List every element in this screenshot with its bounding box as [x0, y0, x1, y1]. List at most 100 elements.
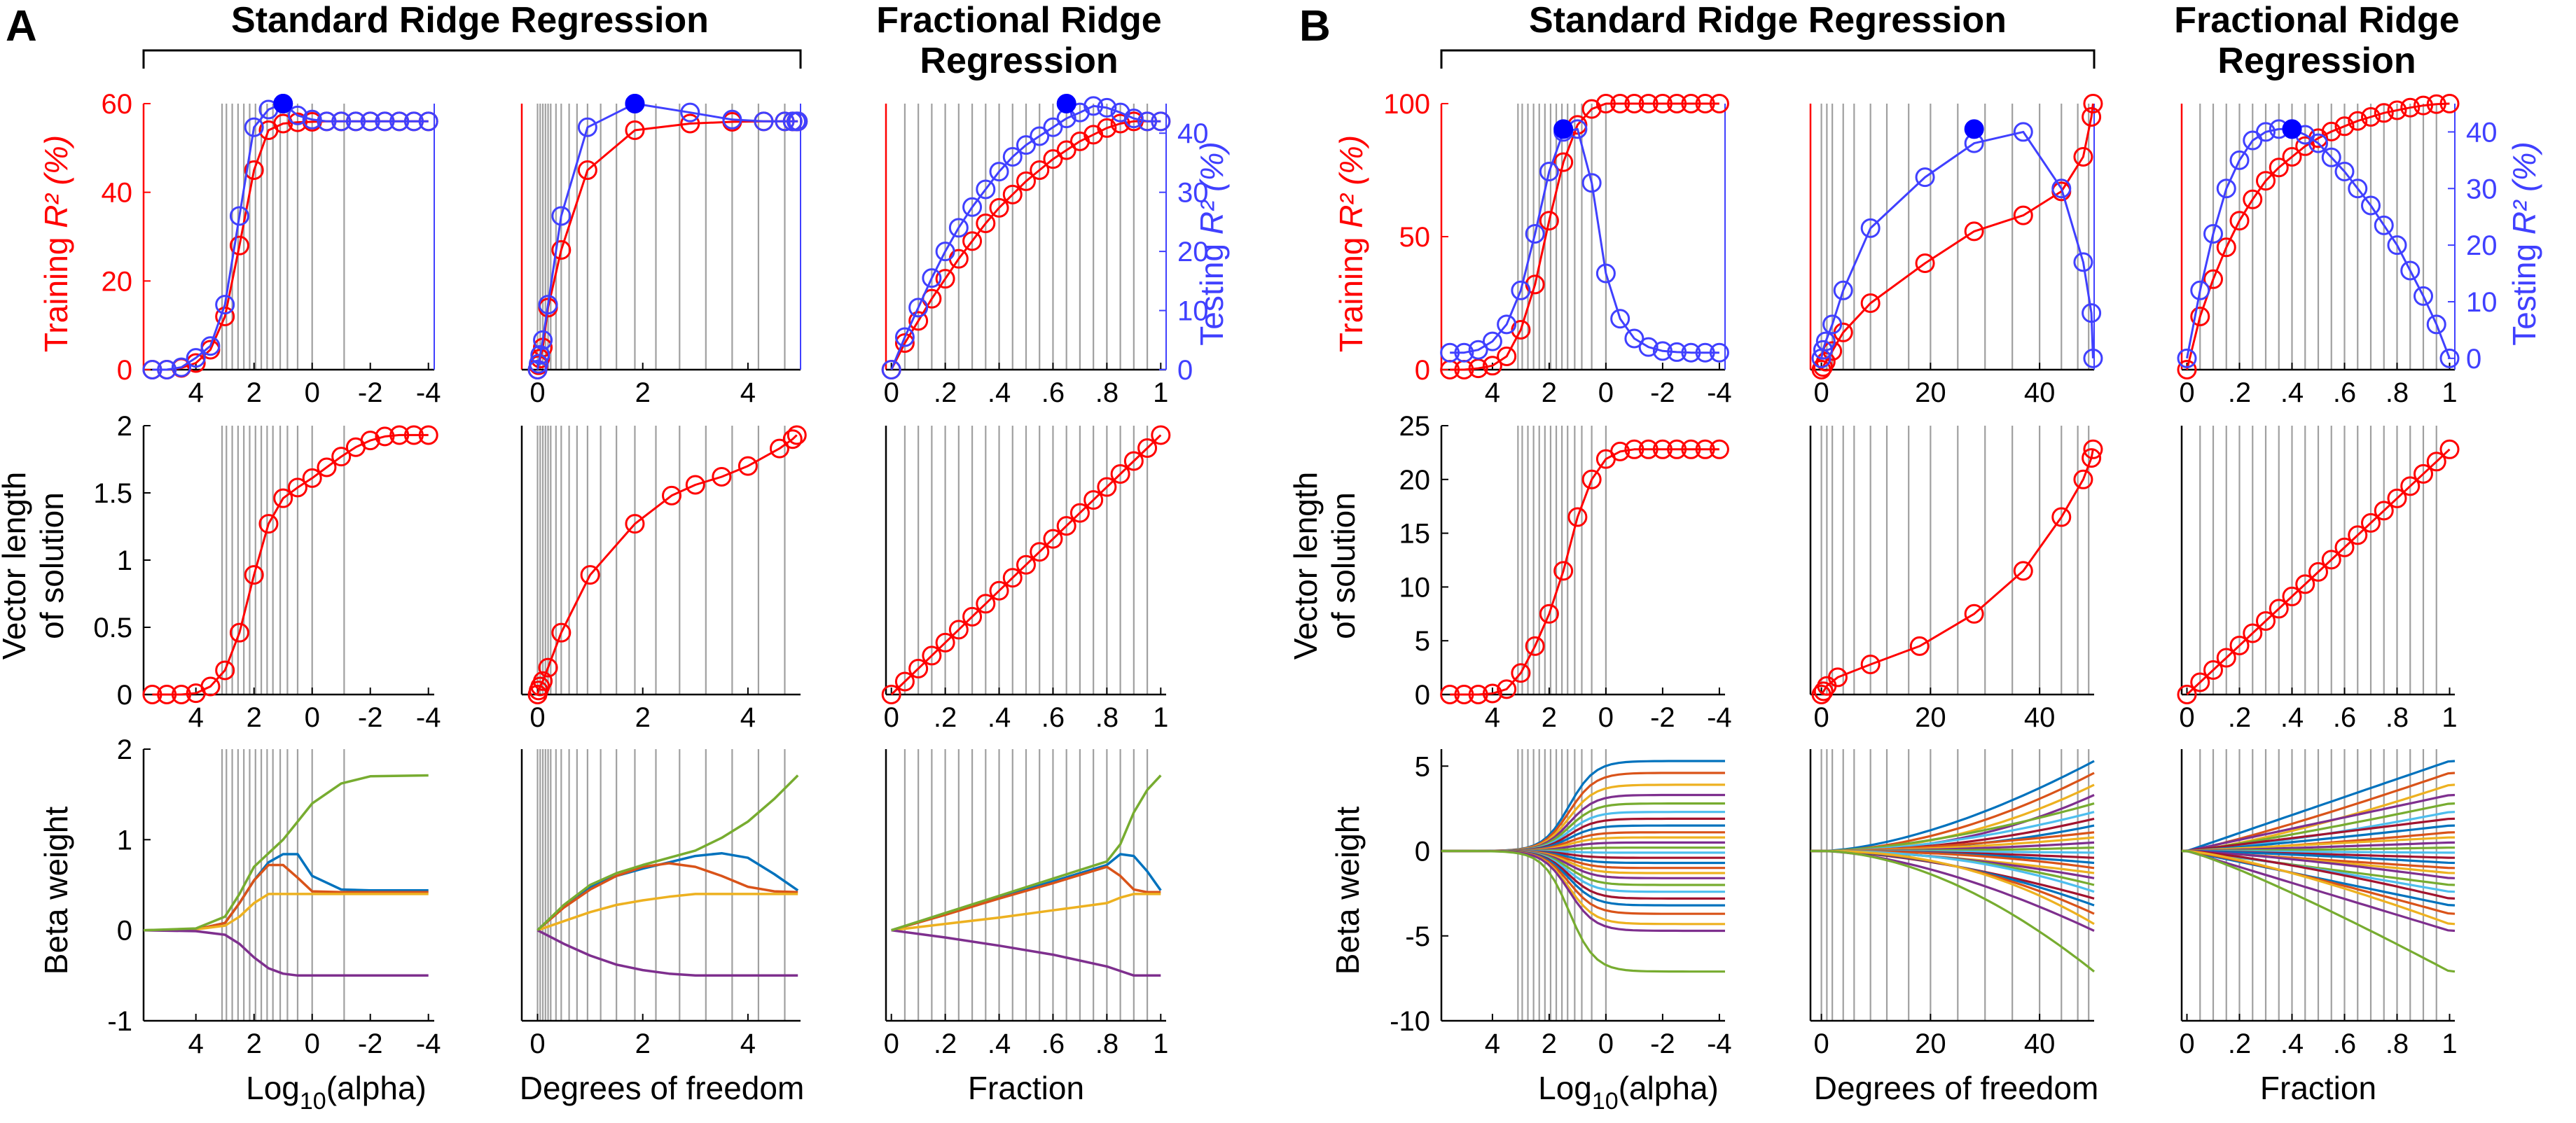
marker-a-length-0-length-8 — [258, 514, 279, 534]
y-tick-label-a-length-0-0: 0 — [117, 680, 132, 711]
marker-a-performance-2-testing-3 — [922, 268, 942, 288]
x-tick-label-b-beta-2-2: .4 — [2280, 1028, 2304, 1059]
beta-weight-line-b-beta-0-6 — [1441, 817, 1725, 853]
ylabel-beta-b: Beta weight — [1329, 807, 1366, 975]
best-point-a-performance-0 — [273, 94, 293, 113]
marker-a-performance-1-testing-10 — [754, 111, 774, 132]
y-tick-label-b-performance-0-2: 100 — [1383, 89, 1430, 120]
x-tick-label-a-performance-1-0: 0 — [529, 377, 545, 408]
beta-weight-line-b-beta-1-0 — [1810, 760, 2095, 853]
marker-a-performance-1-testing-5 — [551, 206, 572, 226]
xlabel-alpha-b-main: Log — [1538, 1070, 1592, 1106]
x-tick-label-a-beta-2-4: .8 — [1095, 1028, 1119, 1059]
x-tick-label-a-performance-2-3: .6 — [1041, 377, 1065, 408]
x-tick-label-b-performance-2-3: .6 — [2333, 377, 2356, 408]
marker-a-performance-1-testing-3 — [533, 330, 553, 350]
marker-b-length-2-length-4 — [2229, 635, 2250, 655]
marker-a-performance-2-training-4 — [935, 269, 955, 289]
marker-a-length-1-length-12 — [769, 438, 789, 459]
marker-a-performance-0-training-7 — [244, 160, 264, 180]
y-tick-label-b-beta-0-3: 5 — [1415, 751, 1430, 782]
x-tick-label-a-beta-0-0: 4 — [188, 1028, 204, 1059]
marker-a-length-1-length-11 — [738, 456, 758, 476]
x-tick-label-a-length-0-3: -2 — [358, 702, 383, 733]
marker-a-length-2-length-18 — [1123, 451, 1144, 471]
marker-b-performance-1-testing-6 — [1915, 167, 1935, 188]
marker-a-performance-2-training-8 — [989, 197, 1009, 218]
series-line-a-beta-2-b3 — [891, 893, 1161, 932]
x-tick-label-b-performance-2-4: .8 — [2385, 377, 2409, 408]
xlabel-df-a: Degrees of freedom — [520, 1070, 805, 1106]
ylabel-training-b-r2: R² (%) — [1333, 135, 1369, 228]
x-tick-label-b-length-0-1: 2 — [1542, 702, 1557, 733]
x-tick-label-b-length-0-0: 4 — [1485, 702, 1500, 733]
x-tick-label-b-beta-2-3: .6 — [2333, 1028, 2356, 1059]
x-tick-label-b-performance-1-0: 0 — [1813, 377, 1829, 408]
marker-a-performance-2-training-12 — [1043, 149, 1063, 169]
series-line-a-performance-0-training — [152, 120, 429, 371]
ylabel-testing-b: Testing R² (%) — [2506, 141, 2542, 345]
chart-b-performance-0: 4 2 0 -2 -4 0 50 100 — [1383, 89, 1731, 408]
x-tick-label-a-length-2-4: .8 — [1095, 702, 1119, 733]
marker-b-length-0-length-0 — [1440, 685, 1460, 704]
marker-b-performance-2-training-17 — [2400, 97, 2421, 118]
marker-b-performance-2-training-14 — [2361, 107, 2381, 127]
marker-a-performance-2-training-11 — [1030, 160, 1050, 180]
xlabel-alpha-b-tail: (alpha) — [1619, 1070, 1719, 1106]
x-tick-label-b-beta-0-0: 4 — [1485, 1028, 1500, 1059]
x-tick-label-a-length-2-0: 0 — [884, 702, 899, 733]
x-tick-label-a-beta-2-3: .6 — [1041, 1028, 1065, 1059]
marker-b-performance-2-testing-2 — [2203, 223, 2223, 244]
marker-b-length-2-length-19 — [2426, 452, 2446, 472]
marker-a-length-2-length-20 — [1151, 425, 1171, 445]
marker-b-length-2-length-3 — [2216, 648, 2236, 668]
chart-b-performance-1: 0 20 40 — [1809, 94, 2103, 408]
xlabel-alpha-a: Log10(alpha) — [246, 1070, 427, 1115]
xlabel-alpha-a-sub: 10 — [300, 1088, 326, 1115]
marker-b-performance-2-testing-13 — [2348, 179, 2368, 199]
marker-b-length-2-length-5 — [2243, 623, 2263, 643]
marker-a-performance-2-testing-2 — [908, 298, 929, 318]
ylabel-testing-a-r2: R² (%) — [1193, 141, 1230, 235]
marker-a-performance-2-testing-4 — [935, 242, 955, 262]
marker-a-performance-0-testing-10 — [287, 105, 307, 125]
x-tick-label-a-beta-1-0: 0 — [529, 1028, 545, 1059]
chart-b-length-2: 0 .2 .4 .6 .8 1 — [2177, 426, 2460, 733]
x-tick-label-a-length-2-3: .6 — [1041, 702, 1065, 733]
series-line-a-beta-0-b4 — [143, 928, 429, 977]
marker-a-length-2-length-5 — [948, 620, 969, 640]
marker-a-length-0-length-6 — [229, 622, 249, 643]
marker-b-performance-1-testing-9 — [2051, 179, 2072, 199]
xlabel-alpha-a-main: Log — [246, 1070, 300, 1106]
marker-b-performance-0-training-7 — [1539, 211, 1559, 231]
series-line-a-beta-1-b4 — [536, 929, 798, 977]
marker-b-performance-2-training-19 — [2426, 94, 2446, 114]
marker-a-performance-0-testing-3 — [186, 348, 206, 368]
marker-a-length-2-length-0 — [881, 685, 901, 704]
ylabel-training-a-r2: R² (%) — [38, 135, 74, 228]
marker-b-performance-2-training-15 — [2374, 103, 2394, 123]
x-tick-label-b-performance-0-3: -2 — [1650, 377, 1675, 408]
marker-a-performance-0-training-6 — [229, 235, 249, 256]
marker-a-length-0-length-1 — [157, 685, 177, 704]
marker-b-performance-1-testing-10 — [2073, 252, 2093, 272]
marker-b-performance-1-training-5 — [1860, 293, 1881, 313]
marker-a-performance-0-testing-4 — [200, 336, 221, 356]
y-tick-right-label-a-performance-2-3: 30 — [1177, 178, 1209, 209]
ylabel-testing-a-word: Testing — [1193, 244, 1230, 346]
x-tick-label-b-performance-0-1: 2 — [1542, 377, 1557, 408]
marker-b-performance-1-training-12 — [2083, 94, 2103, 113]
marker-b-performance-0-training-11 — [1595, 94, 1616, 113]
best-point-b-performance-0 — [1553, 119, 1574, 139]
marker-b-performance-2-testing-6 — [2256, 122, 2276, 142]
marker-b-performance-0-training-15 — [1652, 94, 1673, 113]
marker-a-performance-0-training-9 — [273, 113, 293, 134]
x-tick-label-a-beta-0-1: 2 — [247, 1028, 262, 1059]
y-tick-label-a-beta-0-1: 0 — [117, 916, 132, 947]
x-tick-label-b-length-0-3: -2 — [1650, 702, 1675, 733]
series-line-b-performance-0-testing — [1450, 127, 1719, 354]
marker-b-length-0-length-18 — [1695, 439, 1715, 459]
